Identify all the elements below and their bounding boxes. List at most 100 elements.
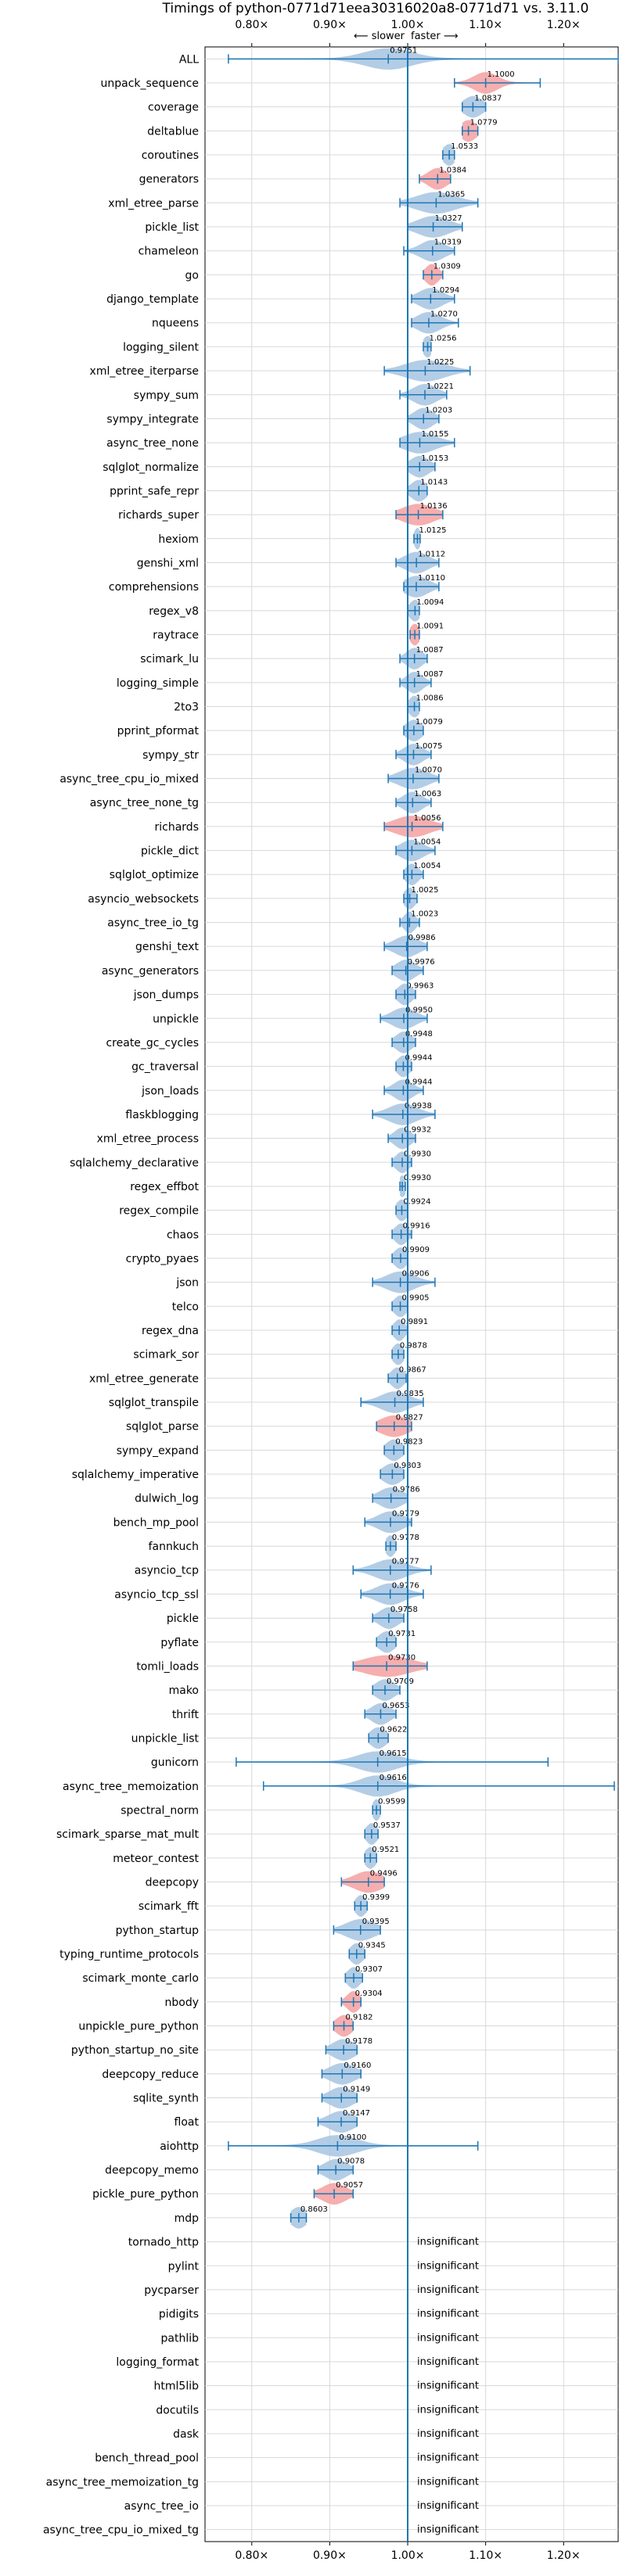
x-tick-label-bottom: 1.00× [391,2549,425,2562]
benchmark-label: tornado_http [128,2237,199,2249]
benchmark-label: async_tree_memoization [63,1781,199,1793]
value-label: 0.9930 [404,1174,431,1182]
benchmark-label: genshi_text [135,941,200,953]
benchmark-label: scimark_fft [139,1900,200,1913]
value-label: 0.9835 [397,1390,424,1398]
benchmark-label: sympy_str [142,749,199,762]
benchmark-label: logging_simple [117,677,199,690]
benchmark-label: sqlglot_optimize [110,869,199,881]
value-label: 0.9786 [393,1486,420,1494]
value-label: 1.0221 [426,382,454,391]
value-label: 0.9395 [362,1918,390,1926]
value-label: 1.0533 [451,142,478,151]
benchmark-label: thrift [172,1709,200,1721]
benchmark-label: pickle_dict [141,845,200,858]
value-label: 0.9147 [343,2109,370,2118]
benchmark-label: nbody [165,1997,200,2009]
benchmark-label: meteor_contest [113,1853,199,1865]
value-label: 1.0270 [430,310,458,319]
benchmark-label: json_loads [141,1085,199,1097]
benchmark-label: bench_thread_pool [95,2452,199,2465]
benchmark-label: json_dumps [133,989,199,1002]
benchmark-label: async_generators [102,965,199,978]
insignificant-label: insignificant [417,2332,479,2344]
value-label: 0.9731 [388,1630,416,1638]
benchmark-label: sympy_sum [134,389,199,402]
insignificant-label: insignificant [417,2237,479,2248]
x-tick-label-top: 0.80× [235,19,268,31]
benchmark-label: pickle_pure_python [92,2188,199,2201]
benchmark-label: unpickle_list [131,1732,200,1745]
benchmark-label: gc_traversal [131,1061,199,1074]
value-label: 1.0384 [439,167,466,175]
chart-title: Timings of python-0771d71eea30316020a8-0… [162,1,589,16]
benchmark-label: docutils [156,2404,199,2416]
benchmark-label: django_template [106,293,199,306]
benchmark-label: gunicorn [151,1756,199,1769]
value-label: 0.9906 [402,1270,430,1279]
benchmark-label: ALL [179,53,199,66]
value-label: 0.9930 [404,1150,431,1158]
value-label: 1.0079 [416,718,443,727]
benchmark-label: float [174,2116,200,2129]
benchmark-label: asyncio_tcp [135,1565,199,1577]
benchmark-label: dask [173,2428,200,2441]
insignificant-label: insignificant [417,2284,479,2296]
benchmark-label: genshi_xml [137,557,199,569]
benchmark-label: html5lib [154,2380,200,2393]
benchmark-label: regex_effbot [130,1181,199,1193]
benchmark-label: chameleon [139,246,199,258]
benchmark-label: mdp [174,2212,200,2225]
x-tick-label-bottom: 1.10× [469,2549,502,2562]
benchmark-label: async_tree_none_tg [90,797,199,809]
benchmark-label: 2to3 [174,701,199,714]
value-label: 0.9653 [382,1702,409,1710]
value-label: 0.9878 [400,1342,427,1351]
benchmark-label: chaos [167,1229,199,1241]
value-label: 0.9779 [392,1509,419,1518]
value-label: 0.9932 [404,1126,431,1135]
value-label: 1.0112 [418,550,445,558]
value-label: 0.9149 [343,2086,370,2094]
direction-faster-label: faster ⟶ [411,30,459,42]
value-label: 0.9924 [403,1198,430,1207]
value-label: 0.9827 [396,1414,423,1423]
value-label: 1.0125 [419,526,446,535]
value-label: 0.9178 [345,2037,372,2046]
benchmark-label: dulwich_log [135,1493,199,1505]
benchmark-label: sqlglot_parse [126,1421,199,1433]
value-label: 1.0327 [435,214,462,223]
insignificant-label: insignificant [417,2404,479,2416]
benchmark-label: sqlglot_normalize [103,461,199,474]
benchmark-label: richards [155,821,200,834]
value-label: 0.9521 [372,1846,399,1854]
value-label: 0.9776 [392,1581,419,1590]
value-label: 0.9100 [339,2133,366,2142]
benchmark-label: async_tree_memoization_tg [46,2476,199,2488]
benchmark-label: hexiom [158,533,199,546]
benchmark-label: regex_dna [142,1325,199,1337]
value-label: 0.9758 [390,1606,418,1614]
value-label: 0.9537 [373,1821,401,1830]
benchmark-label: scimark_lu [140,653,199,666]
insignificant-label: insignificant [417,2260,479,2272]
benchmark-label: async_tree_io_tg [107,917,199,930]
value-label: 1.1000 [487,70,515,79]
value-label: 0.9160 [344,2061,371,2070]
value-label: 0.9950 [405,1006,433,1014]
benchmark-label: deepcopy_memo [105,2165,199,2177]
value-label: 1.0087 [416,670,444,679]
benchmark-label: scimark_sor [133,1349,199,1362]
x-tick-label-top: 1.20× [547,19,581,31]
value-label: 0.9078 [337,2158,365,2166]
benchmark-label: async_tree_none [106,437,199,450]
insignificant-label: insignificant [417,2452,479,2464]
value-label: 0.9307 [355,1965,383,1974]
insignificant-label: insignificant [417,2524,479,2536]
value-label: 0.9986 [408,934,436,942]
value-label: 1.0309 [434,262,461,271]
value-label: 1.0153 [421,454,448,463]
benchmark-label: pickle [167,1613,199,1625]
benchmark-label: sqlglot_transpile [109,1397,199,1409]
value-label: 0.9709 [387,1677,414,1686]
